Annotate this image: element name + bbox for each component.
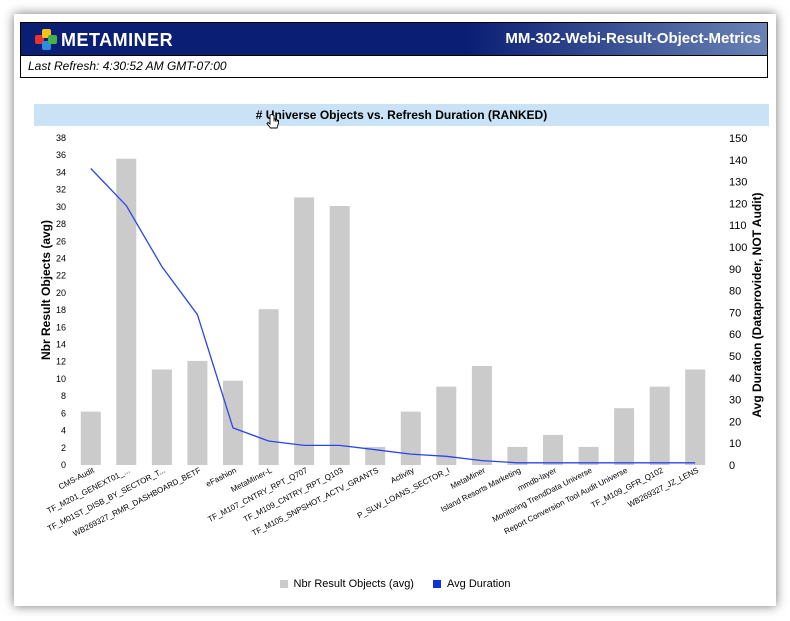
right-tick-label: 140 [729,155,747,167]
chart-title: # Universe Objects vs. Refresh Duration … [255,108,548,122]
legend-line-label: Avg Duration [447,578,511,590]
bar[interactable] [471,366,492,465]
left-tick-label: 36 [56,150,66,160]
logo-text: METAMINER [61,29,174,50]
left-tick-label: 22 [56,271,66,281]
metaminer-logo: METAMINER [35,29,173,51]
right-tick-label: 0 [729,460,735,472]
bar[interactable] [507,446,528,465]
left-tick-label: 28 [56,219,66,229]
left-tick-label: 2 [61,443,66,453]
bar[interactable] [329,206,350,465]
left-tick-label: 14 [56,340,66,350]
category-axis-labels: CMS-AuditTF_M201_GENEXT01_...TF_M01ST_DI… [46,465,701,538]
left-tick-label: 32 [56,185,66,195]
right-axis-title: Avg Duration (Dataprovider, NOT Audit) [750,192,764,417]
right-tick-label: 60 [729,329,741,341]
bar[interactable] [365,446,386,465]
metaminer-logo-icon [35,29,57,51]
last-refresh-text: Last Refresh: 4:30:52 AM GMT-07:00 [28,59,227,73]
bar[interactable] [649,386,670,465]
header-gradient [467,23,767,55]
left-tick-label: 30 [56,202,66,212]
right-tick-label: 20 [729,416,741,428]
bar[interactable] [685,369,706,466]
bar[interactable] [543,434,563,465]
right-tick-label: 10 [729,438,741,450]
bar[interactable] [294,197,315,465]
bar[interactable] [578,446,599,465]
left-tick-label: 26 [56,236,66,246]
right-tick-label: 110 [729,220,747,232]
left-tick-label: 16 [56,322,66,332]
bar[interactable] [151,369,172,466]
chart-title-bar: # Universe Objects vs. Refresh Duration … [34,104,769,126]
bar[interactable] [400,411,421,465]
bar[interactable] [116,158,137,465]
right-tick-label: 130 [729,177,747,189]
hand-cursor-icon [266,114,279,129]
line-swatch [433,580,442,588]
legend-bars-label: Nbr Result Objects (avg) [293,578,414,590]
left-tick-label: 18 [56,305,66,315]
left-tick-label: 12 [56,357,66,367]
bar[interactable] [258,309,279,465]
right-tick-label: 90 [729,264,741,276]
bar[interactable] [187,360,208,465]
left-tick-label: 8 [61,391,66,401]
left-tick-label: 20 [56,288,66,298]
right-tick-label: 40 [729,373,741,385]
right-axis-ticks: 0 10 20 30 40 50 60 70 80 90 100 110 120 130 140 150 [729,133,747,472]
bar[interactable] [436,386,457,465]
bar[interactable] [614,408,635,465]
category-label: Activity [389,466,416,486]
left-tick-label: 0 [61,460,66,470]
left-tick-label: 4 [61,426,66,436]
left-tick-label: 24 [56,254,66,264]
avg-duration-line[interactable] [90,168,696,464]
right-tick-label: 80 [729,286,741,298]
legend-item-line: Avg Duration [433,578,510,590]
bars-swatch [279,580,288,588]
right-tick-label: 30 [729,395,741,407]
left-tick-label: 38 [56,133,66,143]
bar[interactable] [223,380,243,465]
bar[interactable] [80,411,101,465]
right-tick-label: 70 [729,307,741,319]
right-tick-label: 100 [729,242,747,254]
chart-legend: Nbr Result Objects (avg) Avg Duration [0,578,790,591]
left-tick-label: 10 [56,374,66,384]
report-title: MM-302-Webi-Result-Object-Metrics [505,30,761,47]
bar-series [80,158,706,466]
legend-item-bars: Nbr Result Objects (avg) [279,578,414,590]
line-series [90,168,696,464]
left-tick-label: 34 [56,167,66,177]
right-tick-label: 50 [729,351,741,363]
report-header: METAMINER MM-302-Webi-Result-Object-Metr… [20,22,768,56]
right-tick-label: 150 [729,133,747,145]
left-axis-title: Nbr Result Objects (avg) [39,220,53,360]
right-tick-label: 120 [729,198,747,210]
refresh-bar: Last Refresh: 4:30:52 AM GMT-07:00 [20,56,768,78]
left-tick-label: 6 [61,408,66,418]
